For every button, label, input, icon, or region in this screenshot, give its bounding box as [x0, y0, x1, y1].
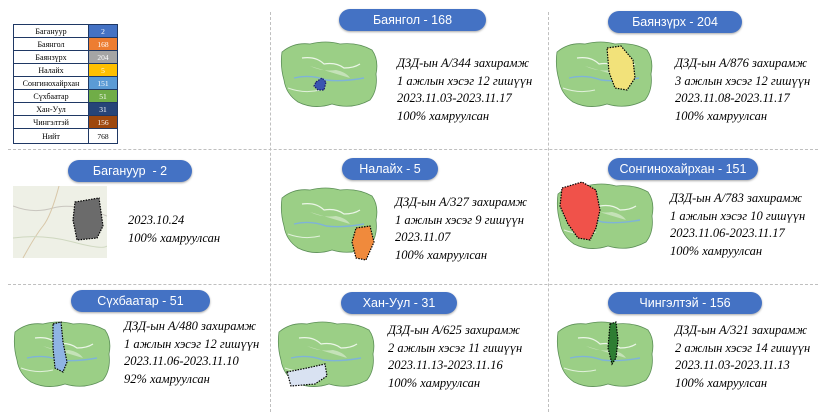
legend-row: Чингэлтэй 156 — [13, 115, 118, 129]
sukhbaatar-highlight — [52, 321, 68, 373]
chingeltei-district-map — [556, 321, 654, 388]
legend-total-value: 768 — [88, 128, 118, 144]
nalaikh-highlight — [351, 225, 375, 261]
legend-district-count: 204 — [88, 50, 118, 64]
legend-district-count: 156 — [88, 115, 118, 129]
legend-district-name: Сүхбаатар — [13, 89, 89, 103]
legend-row: Багануур 2 — [13, 24, 118, 38]
panel-title-baganuur: Багануур - 2 — [68, 160, 192, 182]
panel-desc-bayangol: ДЗД-ын А/344 захирамж 1 ажлын хэсэг 12 ги… — [397, 56, 533, 123]
panel-desc-baganuur: 2023.10.24 100% хамруулсан — [128, 213, 221, 245]
legend-row: Баянгол 168 — [13, 37, 118, 51]
district-legend-table: Багануур 2 Баянгол 168 Баянзүрх 204 Налайх 5 Сон… — [13, 24, 118, 144]
divider-row-1 — [8, 149, 818, 150]
baganuur-district-map — [13, 186, 107, 258]
sukhbaatar-district-map — [13, 321, 111, 388]
legend-total-label: Нийт — [13, 128, 89, 144]
legend-row: Налайх 5 — [13, 63, 118, 77]
songinokhairkhan-district-map — [556, 181, 654, 250]
panel-title-chingeltei: Чингэлтэй - 156 — [608, 292, 762, 314]
legend-district-name: Баянгол — [13, 37, 89, 51]
panel-desc-nalaikh: ДЗД-ын А/327 захирамж 1 ажлын хэсэг 9 гиш… — [395, 195, 528, 262]
legend-district-name: Чингэлтэй — [13, 115, 89, 129]
legend-row: Хан-Уул 31 — [13, 102, 118, 116]
legend-district-count: 31 — [88, 102, 118, 116]
legend-district-name: Налайх — [13, 63, 89, 77]
panel-desc-bayanzurkh: ДЗД-ын А/876 захирамж 3 ажлын хэсэг 12 ги… — [675, 56, 811, 123]
legend-district-count: 51 — [88, 89, 118, 103]
divider-col-1 — [270, 12, 271, 412]
panel-desc-khan-uul: ДЗД-ын А/625 захирамж 2 ажлын хэсэг 11 ги… — [388, 323, 523, 390]
legend-district-name: Сонгинохайрхан — [13, 76, 89, 90]
panel-title-sukhbaatar: Сүхбаатар - 51 — [71, 290, 210, 312]
divider-col-2 — [548, 12, 549, 412]
divider-row-2 — [8, 284, 818, 285]
nalaikh-district-map — [280, 187, 378, 261]
bayanzurkh-district-map — [555, 41, 653, 108]
legend-district-count: 151 — [88, 76, 118, 90]
baganuur-highlight — [72, 197, 104, 241]
songinokhairkhan-highlight — [559, 181, 601, 241]
chingeltei-highlight — [607, 321, 619, 366]
panel-title-songinokhairkhan: Сонгинохайрхан - 151 — [608, 158, 758, 180]
khan-uul-highlight — [286, 363, 328, 387]
panel-title-bayangol: Баянгол - 168 — [339, 9, 486, 31]
khan-uul-district-map — [277, 321, 375, 388]
legend-row: Сонгинохайрхан 151 — [13, 76, 118, 90]
legend-row: Сүхбаатар 51 — [13, 89, 118, 103]
panel-desc-sukhbaatar: ДЗД-ын А/480 захирамж 1 ажлын хэсэг 12 ги… — [124, 319, 260, 386]
legend-total-row: Нийт 768 — [13, 128, 118, 144]
legend-district-name: Баянзүрх — [13, 50, 89, 64]
legend-district-name: Багануур — [13, 24, 89, 38]
legend-district-count: 2 — [88, 24, 118, 38]
legend-row: Баянзүрх 204 — [13, 50, 118, 64]
legend-district-count: 5 — [88, 63, 118, 77]
bayangol-district-map — [280, 41, 378, 108]
panel-title-khan-uul: Хан-Уул - 31 — [341, 292, 457, 314]
panel-desc-chingeltei: ДЗД-ын А/321 захирамж 2 ажлын хэсэг 14 ги… — [675, 323, 811, 390]
panel-title-nalaikh: Налайх - 5 — [342, 158, 438, 180]
panel-title-bayanzurkh: Баянзүрх - 204 — [608, 11, 742, 33]
panel-desc-songinokhairkhan: ДЗД-ын А/783 захирамж 1 ажлын хэсэг 10 ги… — [670, 191, 806, 258]
bayanzurkh-highlight — [606, 45, 636, 91]
legend-district-count: 168 — [88, 37, 118, 51]
bayangol-highlight — [313, 77, 327, 91]
legend-district-name: Хан-Уул — [13, 102, 89, 116]
